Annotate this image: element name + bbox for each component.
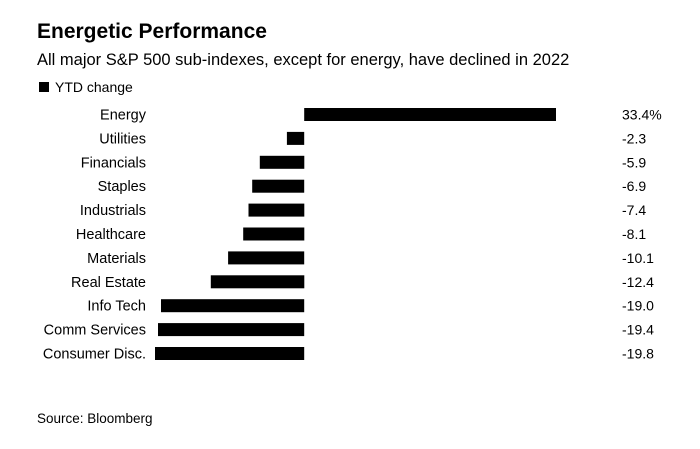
source-note: Source: Bloomberg (37, 411, 153, 426)
value-label: -7.4 (622, 202, 646, 218)
category-label: Consumer Disc. (43, 347, 146, 363)
legend-label: YTD change (55, 79, 133, 95)
value-label: 33.4% (622, 107, 662, 123)
category-label: Energy (100, 108, 147, 124)
bar (210, 275, 305, 289)
category-label: Staples (98, 179, 146, 195)
bar (248, 203, 305, 217)
category-label: Healthcare (76, 227, 146, 243)
value-label: -10.1 (622, 250, 654, 266)
category-label: Materials (87, 251, 146, 267)
category-label: Industrials (80, 203, 146, 219)
category-label: Real Estate (71, 275, 146, 291)
category-label: Utilities (99, 131, 146, 147)
value-label: -2.3 (622, 130, 646, 146)
bar (228, 251, 305, 265)
category-label: Info Tech (87, 299, 146, 315)
value-label: -19.8 (622, 346, 654, 362)
category-label: Comm Services (44, 323, 146, 339)
bar (161, 299, 305, 313)
bar (252, 179, 305, 193)
chart-subtitle: All major S&P 500 sub-indexes, except fo… (37, 51, 570, 69)
bar (155, 347, 305, 360)
bar (286, 131, 305, 145)
chart-title: Energetic Performance (37, 20, 267, 43)
value-label: -6.9 (622, 178, 646, 194)
value-label: -19.4 (622, 322, 654, 338)
value-label: -12.4 (622, 274, 654, 290)
value-label: -5.9 (622, 154, 646, 170)
bar (158, 323, 305, 337)
value-label: -19.0 (622, 298, 654, 314)
category-label: Financials (81, 155, 146, 171)
legend-swatch (39, 82, 49, 92)
bar (259, 155, 305, 169)
legend: YTD change (39, 79, 133, 95)
value-label: -8.1 (622, 226, 646, 242)
bar (243, 227, 305, 241)
bar (304, 108, 556, 121)
